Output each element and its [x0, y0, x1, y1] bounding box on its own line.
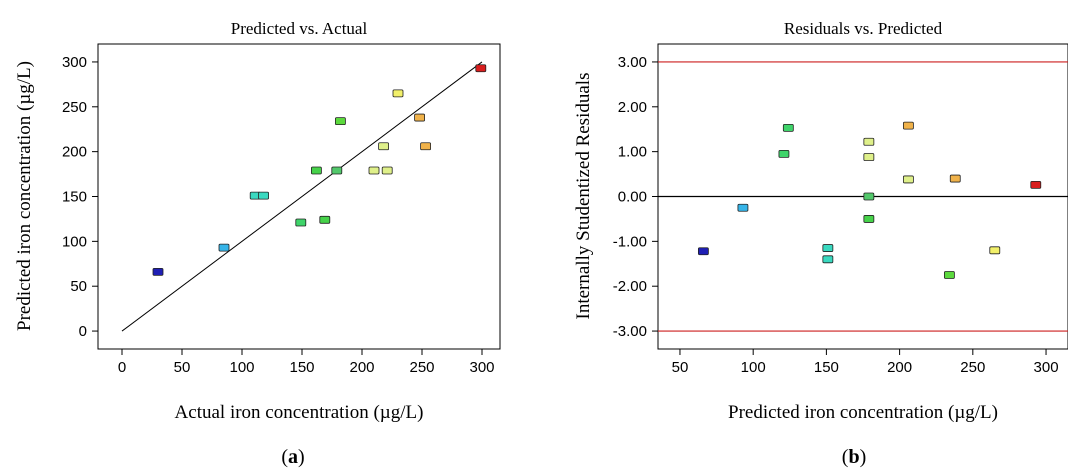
panel-b-title: Residuals vs. Predicted: [784, 19, 943, 38]
panel-a-data-point: [319, 215, 331, 224]
panel-b-y-tick-label: 1.00: [618, 144, 647, 161]
panel-b-y-axis-title: Internally Studentized Residuals: [573, 73, 594, 320]
panel-b-y-tick-label: 0.00: [618, 189, 647, 206]
panel-b-data-point: [1030, 180, 1042, 189]
panel-b-data-point: [822, 255, 834, 264]
panel-a-fit-line: [121, 61, 483, 332]
panel-b-y-tick-label: -3.00: [613, 323, 647, 340]
panel-a-y-axis-title: Predicted iron concentration (µg/L): [14, 61, 35, 331]
panel-b-x-axis-title: Predicted iron concentration (µg/L): [728, 402, 998, 423]
panel-b-y-tick-label: 2.00: [618, 99, 647, 116]
panel-b-x-tick-label: 50: [672, 359, 689, 376]
panel-b: Residuals vs. Predicted 50 100 150 200 250 30…: [573, 19, 1068, 468]
panel-a-y-tick-label: 50: [70, 278, 87, 295]
panel-b-x-tick-label: 250: [960, 359, 985, 376]
panel-a-label: (a): [281, 446, 304, 468]
panel-a-x-tick-label: 0: [118, 359, 126, 376]
panel-a-data-point: [334, 117, 346, 126]
panel-a-x-tick-label: 200: [349, 359, 374, 376]
panel-a-x-tick-label: 300: [469, 359, 494, 376]
panel-a-data-point: [310, 166, 322, 175]
panel-b-data-point: [778, 149, 790, 158]
panel-a-y-tick-label: 0: [79, 323, 87, 340]
panel-a-data-point: [258, 191, 270, 200]
panel-b-y-tick-label: -2.00: [613, 278, 647, 295]
panel-b-letter: b: [848, 446, 859, 468]
panel-a-y-tick-label: 250: [62, 99, 87, 116]
panel-b-data-point: [737, 203, 749, 212]
panel-a-data-point: [381, 166, 393, 175]
panel-b-data-point: [863, 215, 875, 223]
panel-a-x-axis-title: Actual iron concentration (µg/L): [175, 402, 424, 423]
panel-a: Predicted vs. Actual 0 50 100 150 200 250 3000…: [14, 19, 501, 468]
panel-b-x-tick-label: 100: [741, 359, 766, 376]
panel-b-data-point: [822, 244, 834, 252]
panel-b-marks: [658, 61, 1068, 332]
panel-a-y-tick-label: 200: [62, 144, 87, 161]
panel-b-data-point: [943, 271, 955, 279]
panel-a-data-point: [295, 218, 307, 227]
panel-a-title: Predicted vs. Actual: [231, 19, 368, 38]
panel-a-y-tick-label: 100: [62, 233, 87, 250]
panel-b-data-point: [782, 123, 794, 132]
panel-a-data-point: [152, 267, 164, 276]
panel-b-data-point: [697, 247, 709, 256]
panel-a-data-point: [392, 89, 404, 98]
panel-a-x-tick-label: 100: [229, 359, 254, 376]
panel-b-label: (b): [842, 446, 866, 468]
panel-a-data-point: [378, 142, 390, 151]
panel-a-y-tick-label: 300: [62, 54, 87, 71]
panel-b-x-tick-label: 300: [1034, 359, 1059, 376]
panel-a-data-point: [475, 64, 487, 73]
panel-a-marks: [121, 61, 487, 332]
panel-a-axes: 0 50 100 150 200 250 300 0 50 100 150 200 250 300: [62, 54, 495, 376]
panel-b-data-point: [902, 121, 914, 130]
panel-b-y-tick-label: -1.00: [613, 233, 647, 250]
panel-b-data-point: [863, 153, 875, 161]
panel-b-x-tick-label: 200: [887, 359, 912, 376]
panel-b-data-point: [902, 175, 914, 184]
panel-b-axes: 50 100 150 200 250 300 -3.00 -2.00 -1.00 0.00 1.00…: [613, 54, 1059, 376]
panel-a-y-tick-label: 150: [62, 189, 87, 206]
panel-a-data-point: [414, 113, 426, 122]
panel-b-data-point: [863, 137, 875, 146]
panel-a-letter: a: [288, 446, 298, 468]
panel-b-x-tick-label: 150: [814, 359, 839, 376]
panel-a-x-tick-label: 150: [289, 359, 314, 376]
panel-a-data-point: [420, 142, 432, 151]
panel-a-x-tick-label: 250: [409, 359, 434, 376]
panel-a-data-point: [331, 166, 343, 175]
panel-a-plot-frame: [97, 43, 501, 350]
panel-b-data-point: [949, 174, 961, 183]
panel-b-y-tick-label: 3.00: [618, 54, 647, 71]
panel-b-data-point: [989, 246, 1001, 255]
panel-b-data-point: [863, 192, 875, 201]
panel-a-x-tick-label: 50: [174, 359, 191, 376]
panel-a-data-point: [368, 166, 380, 175]
panel-a-data-point: [218, 243, 230, 252]
